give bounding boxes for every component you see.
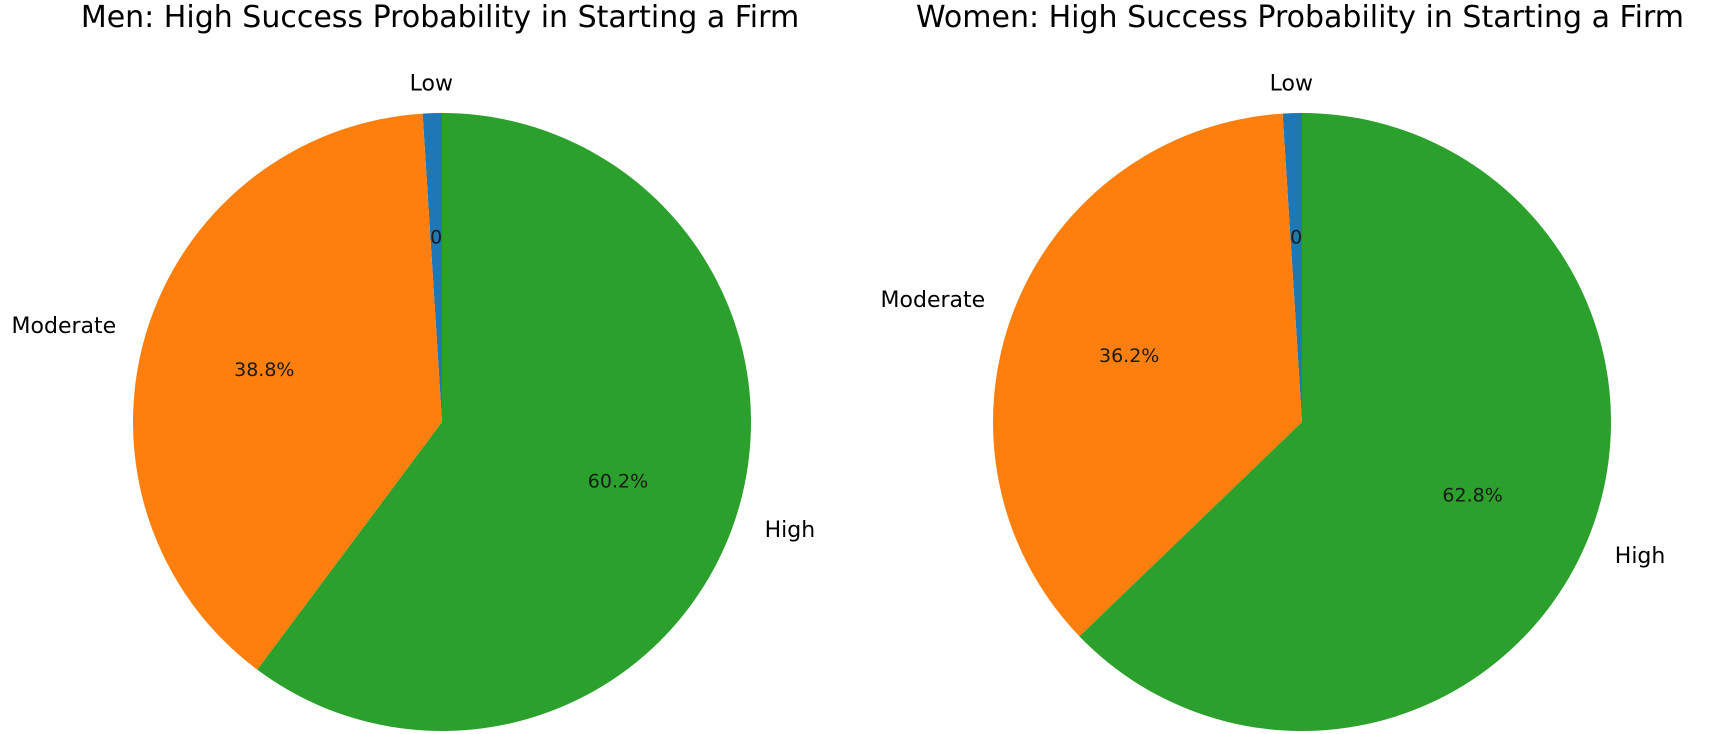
pie-category-label-moderate-women: Moderate: [881, 288, 986, 313]
chart-title-men: Men: High Success Probability in Startin…: [81, 0, 799, 35]
pie-slice-low-women: [1282, 113, 1302, 422]
pie-value-label-moderate-women: 36.2%: [1099, 345, 1159, 367]
pie-slice-moderate-men: [133, 113, 442, 670]
pie-slice-moderate-women: [993, 113, 1302, 637]
pie-chart-men: Men: High Success Probability in Startin…: [12, 0, 816, 731]
pie-value-label-moderate-men: 38.8%: [234, 359, 294, 381]
pie-slice-low-men: [422, 113, 442, 422]
pie-slice-high-men: [257, 113, 752, 731]
pie-category-label-moderate-men: Moderate: [12, 314, 117, 339]
pie-category-label-high-men: High: [765, 518, 816, 543]
pie-value-label-high-women: 62.8%: [1442, 485, 1502, 507]
pie-category-label-low-women: Low: [1270, 71, 1313, 96]
pie-category-label-high-women: High: [1615, 544, 1666, 569]
pie-slice-high-women: [1079, 113, 1611, 732]
pie-chart-women: Women: High Success Probability in Start…: [881, 0, 1684, 732]
pie-category-label-low-men: Low: [410, 71, 453, 96]
chart-title-women: Women: High Success Probability in Start…: [916, 0, 1684, 35]
pie-value-label-high-men: 60.2%: [588, 470, 648, 492]
